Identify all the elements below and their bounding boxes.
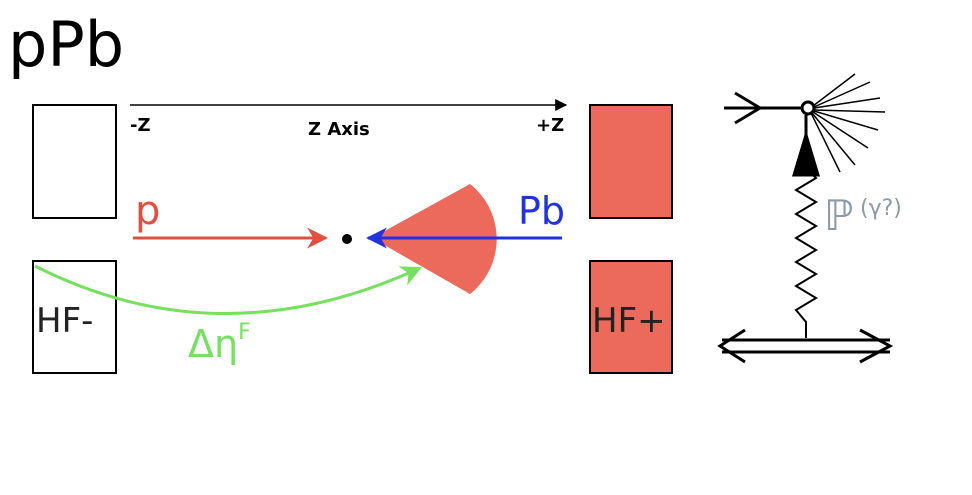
detector-label: HF-	[36, 301, 93, 341]
gap-label: ΔηF	[188, 320, 251, 366]
gap-superscript: F	[238, 320, 251, 345]
lead-label: Pb	[518, 189, 565, 233]
detector-box	[33, 105, 116, 218]
gap-symbol: Δη	[188, 322, 238, 366]
title: pPb	[8, 8, 124, 81]
detector-box	[590, 105, 672, 218]
detector-label: HF+	[592, 301, 666, 341]
vertex	[342, 234, 352, 244]
axis-label: Z Axis	[308, 119, 370, 140]
diagram: pPb HF- HF+ -Z Z Axis +Z p Pb ΔηF ℙ (γ?)	[0, 0, 972, 495]
axis-minus: -Z	[130, 115, 151, 136]
exchange-note: (γ?)	[860, 196, 902, 221]
proton-label: p	[135, 188, 160, 234]
axis-plus: +Z	[536, 115, 564, 136]
exchange-symbol: ℙ	[824, 191, 853, 240]
